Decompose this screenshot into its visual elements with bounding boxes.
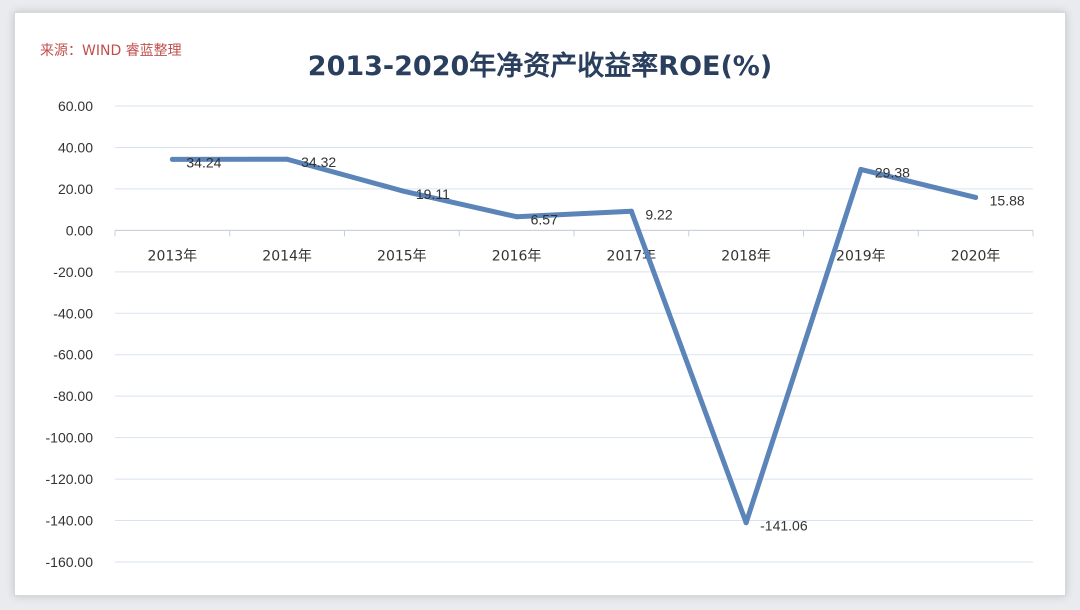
data-label: 19.11 [416,186,450,202]
y-tick-label: 0.00 [66,222,93,238]
data-label: 9.22 [645,206,672,222]
data-labels: 34.24 34.32 19.11 6.57 9.22 -141.06 29.38 15.88 [186,154,1024,534]
y-tick-label: -160.00 [46,554,94,570]
data-label: 29.38 [875,164,910,180]
data-label: 34.32 [301,154,336,170]
y-tick-label: 20.00 [58,181,93,197]
y-tick-label: -60.00 [53,347,93,363]
series-layer [169,156,979,526]
source-note: 来源：WIND 睿蓝整理 [40,43,182,59]
data-point [514,214,520,220]
x-tick-label: 2015年 [377,248,427,264]
y-tick-label: -40.00 [53,305,93,321]
series-line [169,156,979,526]
y-tick-label: -120.00 [46,471,94,487]
y-tick-label: -80.00 [53,388,93,404]
x-tick-label: 2017年 [607,248,657,264]
data-label: 6.57 [531,212,558,228]
y-tick-label: -100.00 [46,430,94,446]
data-point [973,194,979,200]
data-point [743,520,749,526]
chart-title: 2013-2020年净资产收益率ROE(%) [307,51,773,82]
y-tick-label: -140.00 [46,513,94,529]
y-tick-label: -20.00 [53,264,93,280]
x-tick-label: 2013年 [148,248,198,264]
x-tick-label: 2014年 [262,248,312,264]
data-label: -141.06 [760,518,808,534]
data-point [169,156,175,162]
data-label: 34.24 [186,154,221,170]
y-tick-label: 40.00 [58,139,93,155]
data-point [628,208,634,214]
data-point [399,188,405,194]
data-point [858,166,864,172]
data-label: 15.88 [990,192,1025,208]
x-axis: 2013年 2014年 2015年 2016年 2017年 2018年 2019年 2020年 [114,229,1034,264]
x-tick-label: 2018年 [721,248,771,264]
chart-card [14,12,1066,596]
x-tick-label: 2016年 [492,248,542,264]
y-tick-label: 60.00 [58,98,93,114]
x-tick-label: 2020年 [951,248,1001,264]
x-tick-label: 2019年 [836,248,886,264]
y-axis: 60.00 40.00 20.00 0.00 -20.00 -40.00 -60.00 -80… [46,98,94,570]
data-point [284,156,290,162]
